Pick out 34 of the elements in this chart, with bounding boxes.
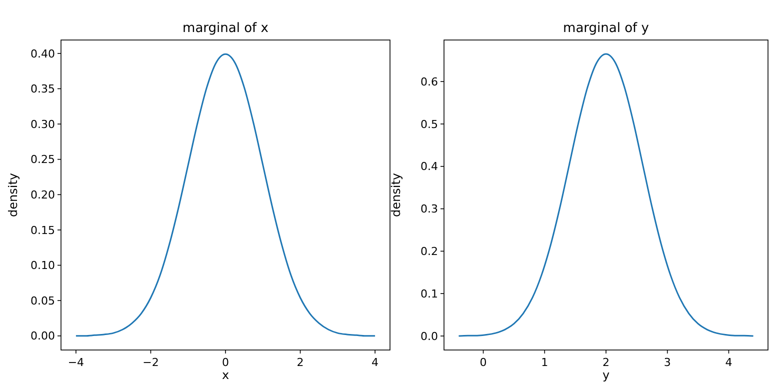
y-tick-label: 0.30: [30, 118, 55, 131]
y-tick-label: 0.6: [420, 75, 438, 88]
x-tick-label: 0: [480, 356, 487, 369]
x-tick-label: 4: [725, 356, 732, 369]
x-tick-label: 3: [664, 356, 671, 369]
y-tick-label: 0.1: [420, 287, 438, 300]
y-tick-label: 0.10: [30, 259, 55, 272]
y-axis-title: density: [389, 173, 403, 217]
x-axis-title: y: [602, 368, 610, 382]
y-tick-label: 0.4: [420, 160, 438, 174]
y-tick-label: 0.35: [30, 82, 55, 96]
x-tick-label: −4: [68, 356, 84, 369]
y-tick-label: 0.20: [30, 188, 55, 202]
x-tick-label: 4: [372, 356, 379, 369]
y-tick-label: 0.05: [30, 294, 55, 308]
line-series: [458, 53, 754, 337]
y-tick-label: 0.00: [30, 330, 55, 343]
chart-title: marginal of x: [182, 21, 269, 36]
line-series: [75, 53, 376, 337]
y-tick-label: 0.3: [420, 202, 438, 216]
x-tick-label: 2: [296, 356, 304, 369]
x-axis-title: x: [222, 368, 230, 382]
y-tick-label: 0.40: [30, 47, 55, 60]
x-tick-label: −2: [142, 356, 159, 369]
chart-title: marginal of y: [563, 21, 650, 36]
y-tick-label: 0.25: [30, 153, 55, 166]
y-tick-label: 0.0: [420, 330, 438, 343]
x-tick-label: 0: [222, 356, 229, 369]
y-tick-label: 0.5: [420, 118, 438, 131]
x-tick-label: 1: [541, 356, 548, 369]
y-axis-title: density: [6, 173, 20, 217]
y-tick-label: 0.15: [30, 224, 55, 237]
y-tick-label: 0.2: [420, 245, 438, 258]
x-tick-label: 2: [602, 356, 610, 369]
